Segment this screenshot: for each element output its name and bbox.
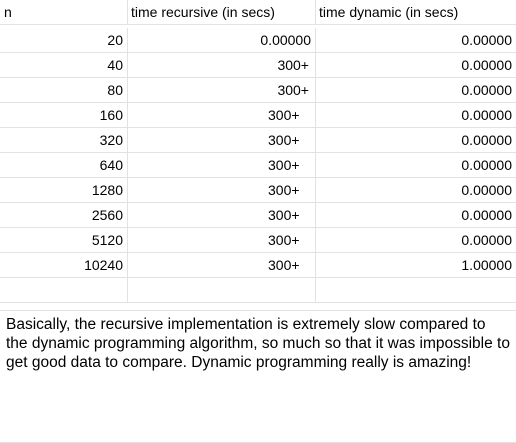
cell-n[interactable]: 10240 [0, 253, 128, 278]
cell-n[interactable]: 20 [0, 28, 128, 53]
table-row: 20 0.00000 0.00000 [0, 28, 516, 53]
cell-n[interactable]: 5120 [0, 228, 128, 253]
cell-time-recursive[interactable]: 300+ [128, 103, 316, 128]
cell-n[interactable]: 640 [0, 153, 128, 178]
conclusion-note-cell[interactable]: Basically, the recursive implementation … [0, 310, 516, 443]
table-row: 10240 300+ 1.00000 [0, 253, 516, 278]
cell-time-recursive[interactable]: 300+ [128, 203, 316, 228]
table-row: 640 300+ 0.00000 [0, 153, 516, 178]
cell-time-dynamic[interactable]: 0.00000 [316, 53, 516, 78]
cell-n[interactable]: 40 [0, 53, 128, 78]
cell-time-dynamic[interactable]: 0.00000 [316, 103, 516, 128]
cell-time-recursive[interactable]: 300+ [128, 153, 316, 178]
cell-n[interactable]: 1280 [0, 178, 128, 203]
cell-n[interactable]: 2560 [0, 203, 128, 228]
empty-cell[interactable] [0, 278, 128, 303]
cell-time-dynamic[interactable]: 0.00000 [316, 78, 516, 103]
cell-time-recursive[interactable]: 300+ [128, 128, 316, 153]
cell-time-recursive[interactable]: 300+ [128, 78, 316, 103]
header-cell-n[interactable]: n [0, 0, 128, 25]
header-cell-time-recursive[interactable]: time recursive (in secs) [128, 0, 316, 25]
table-row: 160 300+ 0.00000 [0, 103, 516, 128]
table-row: 5120 300+ 0.00000 [0, 228, 516, 253]
table-row: 1280 300+ 0.00000 [0, 178, 516, 203]
cell-time-dynamic[interactable]: 0.00000 [316, 178, 516, 203]
table-row: 80 300+ 0.00000 [0, 78, 516, 103]
cell-time-dynamic[interactable]: 0.00000 [316, 153, 516, 178]
header-row: n time recursive (in secs) time dynamic … [0, 0, 516, 25]
cell-time-recursive[interactable]: 300+ [128, 228, 316, 253]
header-cell-time-dynamic[interactable]: time dynamic (in secs) [316, 0, 516, 25]
cell-n[interactable]: 160 [0, 103, 128, 128]
table-row: 320 300+ 0.00000 [0, 128, 516, 153]
table-row: 40 300+ 0.00000 [0, 53, 516, 78]
cell-time-dynamic[interactable]: 0.00000 [316, 28, 516, 53]
cell-time-dynamic[interactable]: 0.00000 [316, 228, 516, 253]
cell-time-recursive[interactable]: 300+ [128, 253, 316, 278]
cell-time-recursive[interactable]: 0.00000 [128, 28, 316, 53]
empty-row [0, 278, 516, 303]
empty-cell[interactable] [316, 278, 516, 303]
cell-time-dynamic[interactable]: 0.00000 [316, 128, 516, 153]
cell-n[interactable]: 80 [0, 78, 128, 103]
empty-cell[interactable] [128, 278, 316, 303]
cell-time-dynamic[interactable]: 0.00000 [316, 203, 516, 228]
cell-time-recursive[interactable]: 300+ [128, 178, 316, 203]
cell-n[interactable]: 320 [0, 128, 128, 153]
cell-time-dynamic[interactable]: 1.00000 [316, 253, 516, 278]
table-row: 2560 300+ 0.00000 [0, 203, 516, 228]
cell-time-recursive[interactable]: 300+ [128, 53, 316, 78]
